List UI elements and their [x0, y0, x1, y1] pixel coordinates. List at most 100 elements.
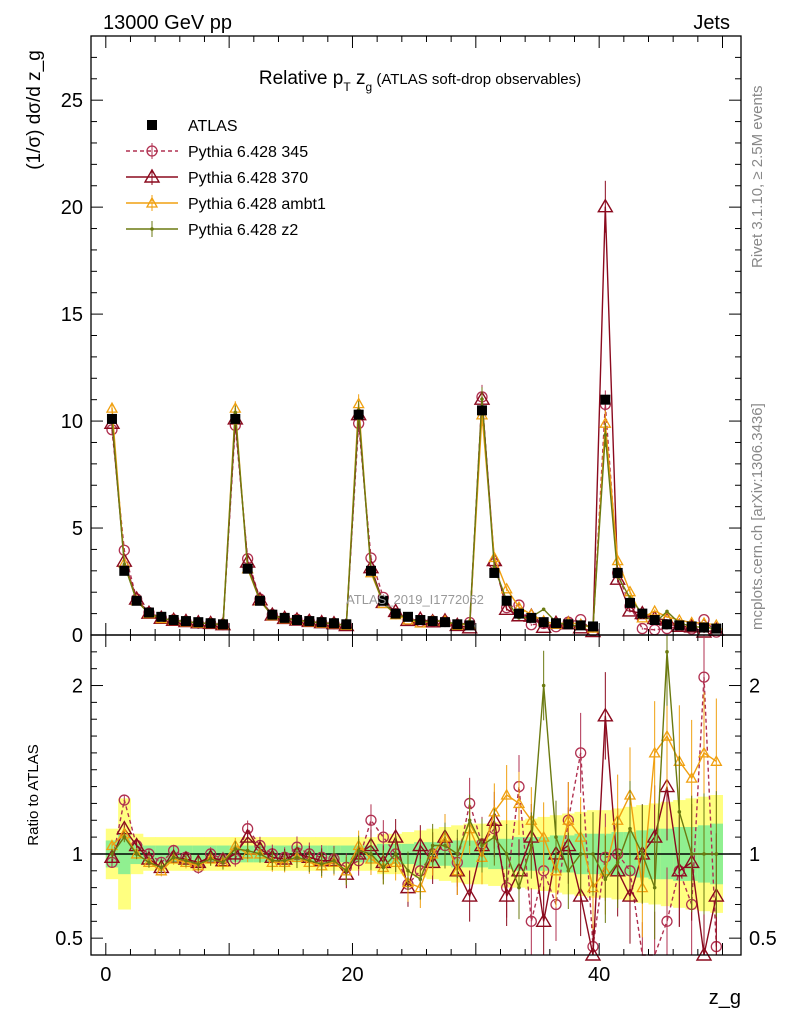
ratio-series-point: [566, 868, 571, 873]
atlas-data-point: [538, 617, 549, 628]
ratio-series-point: [155, 864, 168, 876]
main-y-tick-label: 0: [72, 625, 83, 647]
ratio-y-axis-label: Ratio to ATLAS: [25, 744, 42, 845]
main-series-point: [611, 554, 624, 566]
main-y-tick-label: 25: [61, 90, 83, 112]
ratio-series-point: [393, 852, 398, 856]
atlas-data-point: [415, 615, 426, 626]
ratio-series-point: [512, 797, 526, 809]
main-series-point: [233, 410, 238, 415]
main-series-point: [498, 600, 515, 616]
ratio-series-point: [344, 868, 349, 873]
ratio-series-point: [562, 813, 575, 825]
ratio-series-point: [677, 810, 682, 814]
atlas-data-point: [489, 567, 500, 578]
main-panel: 0 5 10 15 20 25 ATLAS_2019_I1772062: [61, 35, 742, 647]
ratio-series-point: [233, 847, 238, 851]
atlas-data-point: [587, 621, 598, 632]
ratio-series-line-4: [111, 651, 717, 890]
legend-label-2: Pythia 6.428 370: [188, 170, 308, 187]
atlas-data-point: [674, 620, 685, 631]
atlas-data-point: [452, 619, 463, 630]
ratio-series-point: [258, 852, 262, 856]
atlas-data-point: [698, 622, 709, 633]
atlas-data-point: [464, 620, 475, 631]
legend: ATLAS Pythia 6.428 345 Pythia 6.428 370 Pyt…: [126, 118, 326, 239]
ratio-series-point: [412, 837, 429, 852]
atlas-data-point: [341, 619, 352, 630]
ratio-series-point: [282, 858, 287, 863]
ratio-series-point: [498, 887, 515, 902]
ratio-series-point: [504, 852, 509, 856]
main-series-point: [609, 570, 626, 585]
ratio-series-point: [332, 858, 336, 863]
ratio-series-point: [671, 862, 688, 877]
ratio-series-point: [365, 814, 377, 826]
ratio-panel-frame: [90, 634, 742, 956]
mcplots-label: mcplots.cern.ch [arXiv:1306.3436]: [749, 403, 766, 630]
main-y-tick-label: 10: [61, 411, 83, 433]
ratio-series-point: [196, 862, 201, 866]
ratio-series-point: [628, 826, 632, 831]
ratio-series-point: [147, 860, 151, 865]
chart-title: Relative pT zg (ATLAS soft-drop observab…: [259, 68, 581, 94]
ratio-series-point: [455, 852, 460, 856]
atlas-data-point: [193, 617, 204, 628]
atlas-data-point: [612, 567, 623, 578]
ratio-series-point: [221, 860, 225, 865]
ratio-series-point: [239, 828, 256, 843]
legend-marker-2: [143, 168, 161, 183]
atlas-data-point: [649, 615, 660, 626]
main-series-point: [636, 622, 648, 635]
atlas-data-point: [661, 619, 672, 630]
atlas-data-point: [131, 595, 142, 606]
atlas-data-point: [328, 618, 339, 629]
atlas-data-point: [402, 611, 413, 622]
atlas-data-point: [550, 618, 561, 629]
atlas-data-point: [427, 616, 438, 627]
main-series-point: [541, 607, 546, 612]
legend-label-4: Pythia 6.428 z2: [188, 222, 298, 239]
rivet-label: Rivet 3.1.10, ≥ 2.5M events: [749, 86, 766, 269]
ratio-series-point: [665, 650, 669, 654]
ratio-series-point: [307, 858, 312, 863]
title-part-1: Relative p: [259, 68, 344, 89]
ratio-series-point: [467, 818, 472, 823]
legend-marker-1: [146, 145, 158, 157]
title-part-5: (ATLAS soft-drop observables): [372, 71, 581, 88]
main-series-point: [597, 198, 614, 213]
atlas-data-point: [304, 616, 315, 627]
ratio-series-point: [554, 835, 558, 839]
atlas-data-point: [624, 597, 635, 608]
ratio-series-point: [430, 843, 435, 848]
main-y-axis-label: (1/σ) dσ/d z_g: [24, 50, 45, 170]
atlas-data-point: [526, 612, 537, 623]
main-series-line-2: [111, 206, 717, 633]
atlas-data-point: [575, 620, 586, 631]
atlas-data-point: [711, 623, 722, 634]
ratio-series-point: [615, 860, 620, 865]
ratio-series-point: [549, 864, 563, 876]
atlas-data-point: [563, 619, 574, 630]
ratio-series-point: [208, 857, 213, 861]
ratio-series-point: [529, 843, 534, 848]
ratio-series-point: [541, 683, 546, 688]
ratio-series-point: [245, 848, 250, 853]
title-part-4: g: [365, 80, 372, 94]
atlas-data-point: [205, 618, 216, 629]
ratio-series-point: [443, 843, 447, 848]
ratio-series-point: [640, 852, 645, 856]
ratio-panel: 0.5 0.51 12 20 20 40: [55, 634, 777, 986]
main-series-point: [665, 609, 669, 614]
ratio-series-point: [584, 946, 602, 961]
ratio-y-tick-label-right: 2: [749, 676, 760, 698]
header-right: Jets: [693, 12, 730, 34]
ratio-series-point: [381, 865, 386, 870]
header-left: 13000 GeV pp: [103, 12, 232, 34]
atlas-data-point: [106, 413, 117, 424]
ratio-series-point: [698, 671, 710, 683]
legend-label-3: Pythia 6.428 ambt1: [188, 196, 326, 213]
main-series-point: [621, 602, 639, 617]
ratio-series-point: [702, 852, 706, 856]
ratio-series-point: [535, 912, 552, 928]
